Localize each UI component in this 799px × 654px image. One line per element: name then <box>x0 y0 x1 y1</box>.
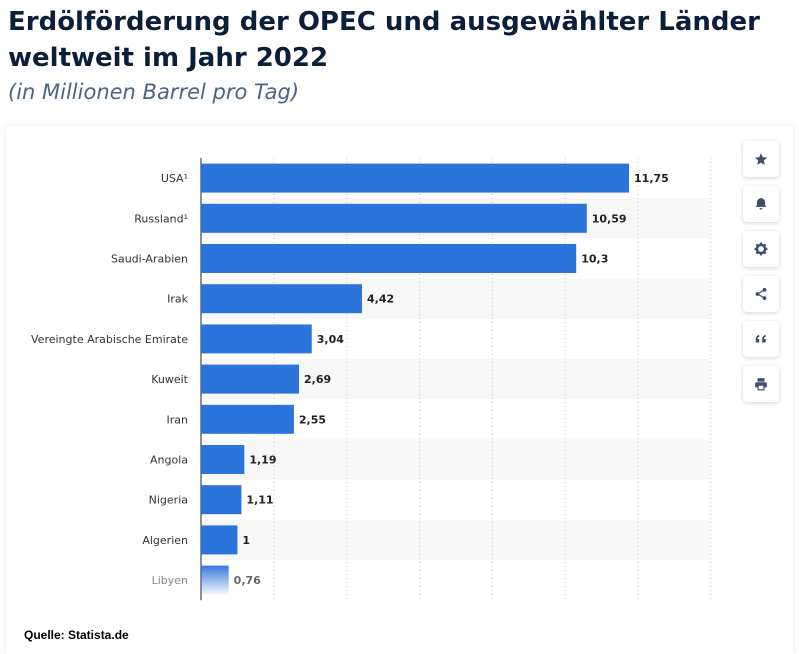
source-note: Quelle: Statista.de <box>24 628 129 642</box>
bar <box>201 565 229 595</box>
chart-subtitle: (in Millionen Barrel pro Tag) <box>8 80 300 104</box>
star-icon <box>754 153 768 165</box>
value-label: 1,11 <box>246 494 273 507</box>
value-label: 10,59 <box>592 212 627 225</box>
bar <box>201 445 245 474</box>
category-label: Iran <box>167 413 189 426</box>
cite-button[interactable] <box>743 321 779 357</box>
value-label: 2,69 <box>304 373 331 386</box>
value-label: 10,3 <box>581 253 608 266</box>
bell-icon <box>755 198 767 210</box>
value-label: 1,19 <box>249 454 276 467</box>
bar <box>201 404 294 434</box>
category-label: Russland¹ <box>134 212 188 225</box>
category-label: Saudi-Arabien <box>111 253 188 266</box>
category-label: Nigeria <box>149 494 188 507</box>
category-label: Irak <box>167 293 189 306</box>
category-label: Algerien <box>142 534 188 547</box>
bar <box>201 485 242 515</box>
share-button[interactable] <box>743 276 779 312</box>
bar <box>201 324 312 354</box>
chart-card: USA¹ 11,75 Russland¹ 10,59 Saudi-Arabien 10,3… <box>6 126 793 654</box>
value-label: 4,42 <box>367 293 394 306</box>
category-label: Kuweit <box>151 373 188 386</box>
bar <box>201 284 363 314</box>
favorite-button[interactable] <box>743 141 779 177</box>
category-label: Vereingte Arabische Emirate <box>31 333 188 346</box>
value-label: 1 <box>242 534 250 547</box>
row-stripe <box>201 439 711 480</box>
value-label: 0,76 <box>234 574 261 587</box>
chart-toolbar <box>743 141 781 411</box>
category-label: Angola <box>150 454 188 467</box>
print-icon <box>755 378 767 391</box>
value-label: 3,04 <box>317 333 344 346</box>
row-stripe <box>201 519 711 560</box>
share-icon <box>755 288 767 300</box>
bar <box>201 525 238 555</box>
chart-title: Erdölförderung der OPEC und ausgewählter… <box>8 7 760 73</box>
bar-chart: USA¹ 11,75 Russland¹ 10,59 Saudi-Arabien 10,3… <box>31 158 712 601</box>
settings-button[interactable] <box>743 231 779 267</box>
quote-icon <box>755 334 766 343</box>
print-button[interactable] <box>743 366 779 402</box>
bar <box>201 203 587 233</box>
bar <box>201 244 577 273</box>
category-label: Libyen <box>152 574 188 587</box>
bar <box>201 364 299 394</box>
notification-button[interactable] <box>743 186 779 222</box>
value-label: 11,75 <box>634 172 669 185</box>
bar <box>201 163 630 193</box>
category-label: USA¹ <box>161 172 188 185</box>
value-label: 2,55 <box>299 413 326 426</box>
gear-icon <box>754 242 768 256</box>
